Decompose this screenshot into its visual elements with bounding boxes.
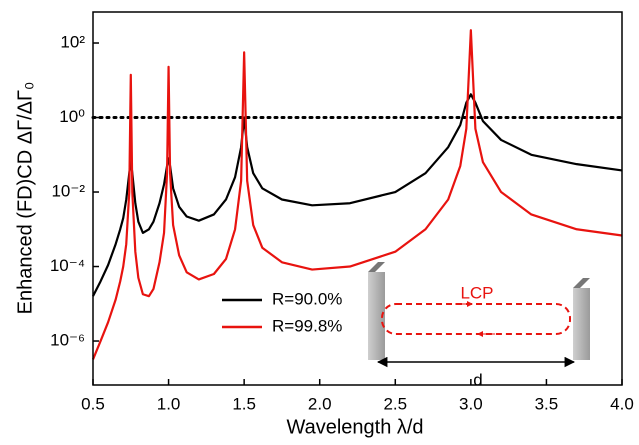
legend-label: R=90.0% — [272, 289, 342, 308]
series-line — [91, 29, 623, 360]
x-tick-label: 2.0 — [308, 394, 332, 413]
x-axis-label: Wavelength λ/d — [286, 416, 423, 438]
light-label: LCP — [460, 283, 493, 302]
right-plate — [573, 288, 590, 360]
x-tick-label: 3.5 — [535, 394, 559, 413]
x-tick-label: 3.0 — [459, 394, 483, 413]
y-tick-label: 10⁰ — [59, 107, 85, 126]
y-tick-label: 10⁻⁶ — [50, 331, 85, 350]
x-tick-label: 0.5 — [81, 394, 105, 413]
cavity-diagram: LCP d — [368, 262, 590, 389]
y-tick-label: 10⁻⁴ — [50, 256, 85, 275]
left-plate — [368, 272, 385, 360]
distance-label: d — [473, 370, 482, 389]
legend-label: R=99.8% — [272, 316, 342, 335]
y-axis-label: Enhanced (FD)CD ΔΓ/ΔΓ₀ — [14, 82, 36, 315]
light-path — [381, 303, 571, 335]
x-tick-label: 4.0 — [610, 394, 634, 413]
plate-top — [368, 262, 385, 272]
plate-top — [573, 278, 590, 288]
x-tick-label: 1.5 — [232, 394, 256, 413]
plot-frame — [92, 11, 623, 386]
y-tick-label: 10⁻² — [51, 182, 85, 201]
y-tick-label: 10² — [60, 32, 85, 51]
x-tick-label: 2.5 — [383, 394, 407, 413]
x-tick-label: 1.0 — [157, 394, 181, 413]
